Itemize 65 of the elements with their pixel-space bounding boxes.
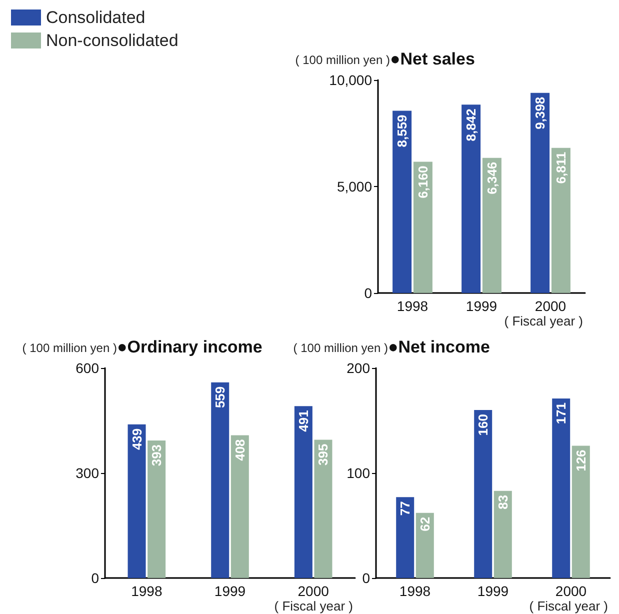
legend-label: Consolidated <box>46 8 146 27</box>
data-label: 8,559 <box>394 114 410 148</box>
y-tick-label: 0 <box>362 570 370 586</box>
chart-title: ●Net income <box>388 338 490 356</box>
bar <box>494 490 512 578</box>
x-tick-label: 1999 <box>466 298 498 314</box>
y-tick-label: 200 <box>346 360 370 376</box>
bar <box>413 162 432 293</box>
y-tick-label: 0 <box>91 570 100 586</box>
data-label: 491 <box>296 410 311 432</box>
data-label: 393 <box>149 444 164 466</box>
bar <box>462 104 481 293</box>
bar <box>482 158 502 293</box>
data-label: 83 <box>495 494 510 510</box>
x-axis-title: ( Fiscal year ) <box>274 598 353 614</box>
data-label: 559 <box>212 386 228 408</box>
y-tick-label: 300 <box>76 465 100 481</box>
data-label: 171 <box>554 402 569 424</box>
x-axis-title: ( Fiscal year ) <box>529 598 608 614</box>
data-label: 6,160 <box>415 166 430 198</box>
data-label: 6,346 <box>484 162 500 194</box>
data-label: 9,398 <box>532 96 548 130</box>
bar <box>314 440 332 578</box>
y-axis-title: ( 100 million yen ) <box>293 341 388 355</box>
bar <box>230 435 249 578</box>
data-label: 8,842 <box>464 108 479 142</box>
bar <box>416 512 434 578</box>
x-tick-label: 1998 <box>131 583 162 599</box>
x-tick-label: 1999 <box>477 583 509 599</box>
bar <box>128 424 146 578</box>
bar <box>552 398 570 578</box>
x-tick-label: 2000 <box>298 583 330 599</box>
bar <box>148 440 166 578</box>
y-axis-title: ( 100 million yen ) <box>295 53 390 67</box>
data-label: 126 <box>573 450 588 472</box>
bar <box>572 446 590 578</box>
chart-title: ●Ordinary income <box>117 338 262 356</box>
x-tick-label: 2000 <box>534 298 566 314</box>
data-label: 62 <box>417 516 432 532</box>
x-tick-label: 2000 <box>555 583 587 599</box>
bar <box>211 382 230 578</box>
bar <box>551 148 570 293</box>
data-label: 408 <box>232 439 248 461</box>
y-tick-label: 0 <box>364 285 372 301</box>
x-tick-label: 1998 <box>396 298 428 314</box>
bar <box>396 497 414 578</box>
data-label: 160 <box>476 414 491 436</box>
y-tick-label: 10,000 <box>329 72 372 88</box>
bar <box>474 410 492 578</box>
bar <box>294 406 312 578</box>
data-label: 77 <box>398 501 413 516</box>
x-tick-label: 1998 <box>399 583 431 599</box>
bar <box>530 92 550 293</box>
chart-title: ●Net sales <box>390 50 475 68</box>
x-tick-label: 1999 <box>214 583 246 599</box>
bar <box>392 110 412 293</box>
y-tick-label: 100 <box>346 465 370 481</box>
data-label: 395 <box>316 444 331 466</box>
y-tick-label: 5,000 <box>336 178 372 194</box>
y-tick-label: 600 <box>76 360 100 376</box>
y-axis-title: ( 100 million yen ) <box>22 341 117 355</box>
legend-label: Non-consolidated <box>46 31 178 50</box>
data-label: 439 <box>129 428 144 450</box>
x-axis-title: ( Fiscal year ) <box>504 314 583 328</box>
data-label: 6,811 <box>553 152 568 184</box>
